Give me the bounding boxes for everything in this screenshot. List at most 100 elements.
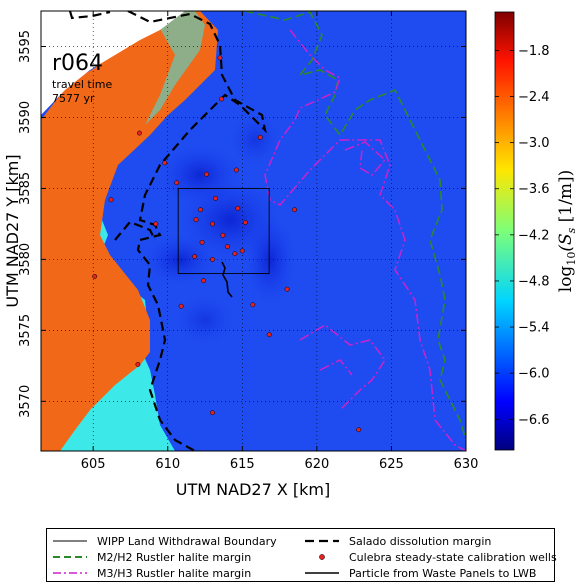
m3h3-halite-margin-2 xyxy=(299,141,387,411)
well-point xyxy=(108,197,114,203)
x-tick-label: 605 xyxy=(81,457,106,472)
well-point xyxy=(233,167,239,173)
well-point xyxy=(210,221,215,227)
colorbar-tick-label: −4.8 xyxy=(518,274,550,289)
well-point xyxy=(266,332,272,338)
red-dot-icon xyxy=(319,554,325,560)
legend-item-particle: Particle from Waste Panels to LWB xyxy=(305,565,557,581)
well-point xyxy=(213,195,218,201)
legend-label: M2/H2 Rustler halite margin xyxy=(97,550,252,564)
colorbar-label-log: log xyxy=(556,266,576,293)
panel-label: r064 xyxy=(52,51,103,76)
legend-label: Salado dissolution margin xyxy=(349,534,492,548)
y-tick-label: 3580 xyxy=(18,243,33,276)
high-zone xyxy=(41,11,218,451)
salado-dissolution-margin xyxy=(68,11,267,451)
colorbar-tick-label: −1.8 xyxy=(518,44,550,59)
m3h3-halite-margin xyxy=(264,29,466,451)
x-tick-label: 630 xyxy=(454,457,479,472)
well-point xyxy=(235,205,241,211)
legend-label: M3/H3 Rustler halite margin xyxy=(97,566,252,580)
well-point xyxy=(178,303,184,309)
colorbar-tick-label: −6.6 xyxy=(518,413,550,428)
legend-col-right: Salado dissolution margin Culebra steady… xyxy=(305,533,557,581)
well-point xyxy=(174,180,180,186)
thin-solid-line-icon xyxy=(53,540,87,542)
y-tick-label: 3595 xyxy=(18,30,33,63)
legend-item-wipp: WIPP Land Withdrawal Boundary xyxy=(53,533,277,549)
x-axis-ticks: 605 610 615 620 625 630 xyxy=(81,11,479,472)
colorbar-label-sub: s xyxy=(565,227,578,233)
particle-path xyxy=(221,261,233,298)
legend: WIPP Land Withdrawal Boundary M2/H2 Rust… xyxy=(46,528,557,582)
well-point xyxy=(201,278,206,284)
plot-frame xyxy=(40,10,467,452)
well-point xyxy=(257,134,263,140)
well-point xyxy=(239,248,245,254)
x-tick-label: 625 xyxy=(379,457,404,472)
well-point xyxy=(217,55,223,61)
heatmap-field xyxy=(41,11,466,521)
travel-time-label: travel time xyxy=(52,78,112,91)
well-point xyxy=(224,244,230,250)
colorbar-label-base: 10 xyxy=(565,252,578,266)
magenta-dashdot-line-icon xyxy=(53,572,87,574)
well-point xyxy=(292,207,297,213)
colorbar-ticks: −1.8 −2.4 −3.0 −3.6 −4.2 −4.8 −5.4 −6.0 −6.6 xyxy=(495,44,550,428)
well-point xyxy=(136,130,142,136)
colorbar-label-unit: [1/m]) xyxy=(556,170,576,228)
y-tick-label: 3585 xyxy=(18,172,33,205)
y-axis-ticks: 3570 3575 3580 3585 3590 3595 xyxy=(18,30,466,418)
legend-col-left: WIPP Land Withdrawal Boundary M2/H2 Rust… xyxy=(53,533,277,581)
legend-label: WIPP Land Withdrawal Boundary xyxy=(97,534,277,548)
x-tick-label: 610 xyxy=(155,457,180,472)
black-dashed-line-icon xyxy=(305,539,339,543)
well-point xyxy=(250,302,256,308)
colorbar-tick-label: −4.2 xyxy=(518,228,550,243)
y-tick-label: 3575 xyxy=(18,314,33,347)
colorbar-tick-label: −2.4 xyxy=(518,90,550,105)
black-solid-line-icon xyxy=(305,572,339,574)
legend-item-m3h3: M3/H3 Rustler halite margin xyxy=(53,565,277,581)
colorbar-tick-label: −3.6 xyxy=(518,182,550,197)
calibration-wells xyxy=(92,55,362,521)
colorbar-tick-label: −3.0 xyxy=(518,136,550,151)
well-point xyxy=(218,96,224,102)
m2h2-halite-margin xyxy=(244,11,466,441)
legend-item-salado: Salado dissolution margin xyxy=(305,533,557,549)
colorbar xyxy=(494,11,515,451)
legend-item-wells: Culebra steady-state calibration wells xyxy=(305,549,557,565)
well-point xyxy=(356,427,362,433)
y-tick-label: 3590 xyxy=(18,101,33,134)
well-point xyxy=(109,454,113,458)
y-axis-label: UTM NAD27 Y [km] xyxy=(3,154,22,307)
well-point xyxy=(193,217,199,223)
well-point xyxy=(198,207,204,213)
well-point xyxy=(220,232,226,238)
colorbar-tick-label: −6.0 xyxy=(518,367,550,382)
well-point xyxy=(92,273,98,279)
colorbar-tick-label: −5.4 xyxy=(518,321,550,336)
well-point xyxy=(232,251,238,257)
well-point xyxy=(135,361,141,367)
medium-top-zone xyxy=(145,11,205,125)
legend-label: Particle from Waste Panels to LWB xyxy=(349,566,537,580)
legend-label: Culebra steady-state calibration wells xyxy=(349,550,557,564)
well-point xyxy=(192,254,198,259)
well-point xyxy=(162,160,168,166)
well-point xyxy=(227,517,231,521)
x-tick-label: 615 xyxy=(230,457,255,472)
well-point xyxy=(284,286,290,292)
well-point xyxy=(199,239,205,245)
x-axis-label: UTM NAD27 X [km] xyxy=(176,480,330,499)
x-tick-label: 620 xyxy=(304,457,329,472)
well-point xyxy=(153,221,159,227)
salado-dissolution-margin-2 xyxy=(114,220,156,241)
colorbar-label-body: (S xyxy=(556,233,576,251)
well-point xyxy=(210,410,215,416)
unmodeled-zone xyxy=(41,11,185,115)
colorbar-label: log10(Ss [1/m]) xyxy=(556,170,578,292)
well-point xyxy=(242,220,248,225)
y-tick-label: 3570 xyxy=(18,385,33,418)
